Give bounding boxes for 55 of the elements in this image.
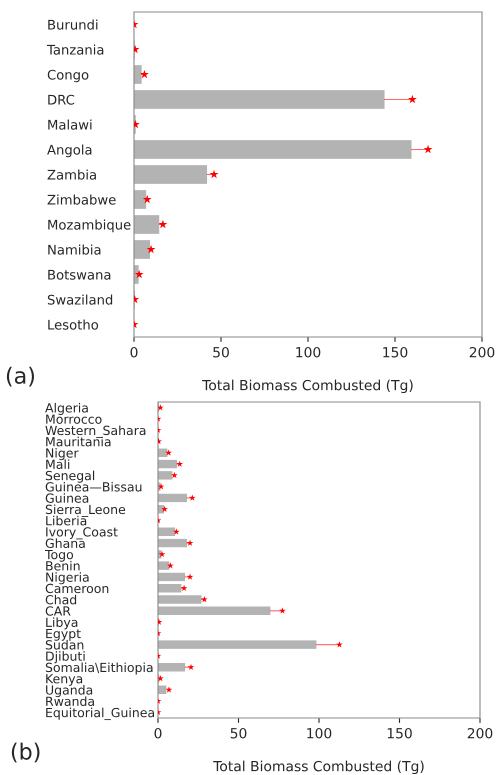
y-tick-label: Western_Sahara	[45, 425, 146, 438]
x-tick-label: 100	[307, 728, 332, 738]
y-tick-label: Guinea	[46, 493, 88, 503]
y-tick-label: Togo	[44, 550, 74, 562]
y-tick-label: Egypt	[46, 628, 81, 641]
y-tick-label: Angola	[47, 144, 92, 158]
y-tick-label: Sierra_Leone	[46, 504, 126, 517]
y-tick-label: Malawi	[48, 119, 92, 130]
y-tick-label: Liberia	[46, 516, 86, 526]
x-tick-label: 200	[470, 346, 494, 358]
y-tick-label: Morrocco	[46, 414, 102, 424]
x-tick-label: 200	[468, 728, 492, 738]
x-tick-label: 50	[213, 346, 229, 358]
y-tick-label: Senegal	[46, 470, 94, 483]
y-tick-label: Benin	[46, 560, 80, 571]
y-tick-label: Sudan	[46, 640, 84, 650]
x-tick-label: 150	[383, 346, 408, 358]
y-tick-label: DRC	[48, 94, 74, 105]
y-tick-label: Kenya	[46, 674, 82, 686]
y-tick-label: Swaziland	[48, 294, 112, 305]
y-tick-label: Mali	[46, 459, 70, 469]
y-tick-label: Tanzania	[46, 44, 104, 55]
x-tick-label: 100	[296, 346, 320, 358]
y-tick-label: Cameroon	[46, 584, 108, 594]
x-axis-title: Total Biomass Combusted (Tg)	[213, 760, 424, 774]
y-tick-label: Equitorial_Guinea	[46, 708, 154, 720]
y-tick-label: Guinea—Bissau	[46, 482, 142, 492]
y-tick-label: Somalia\Eithiopia	[46, 662, 152, 675]
y-tick-label: Algeria	[45, 402, 88, 415]
y-tick-label: Mauritania	[46, 436, 110, 446]
x-tick-label: 150	[388, 728, 412, 738]
x-axis-title: Total Biomass Combusted (Tg)	[202, 380, 413, 394]
y-tick-label: Mozambique	[48, 219, 131, 232]
x-tick-label: 50	[230, 728, 246, 738]
y-tick-label: Rwanda	[46, 696, 94, 706]
y-tick-label: Namibia	[48, 244, 100, 255]
text: (b)	[12, 742, 40, 762]
text: (a)	[6, 366, 34, 387]
y-tick-label: Chad	[46, 594, 76, 604]
y-tick-label: Ghana	[46, 538, 85, 548]
y-tick-label: Zimbabwe	[48, 194, 116, 205]
y-tick-label: Nigeria	[46, 572, 89, 584]
y-tick-label: Ivory_Coast	[46, 527, 118, 540]
y-tick-label: Uganda	[46, 685, 92, 698]
y-tick-label: Djibuti	[46, 651, 85, 664]
y-tick-label: Botswana	[48, 270, 110, 280]
y-tick-label: Libya	[46, 617, 78, 630]
y-tick-label: CAR	[46, 606, 71, 616]
y-tick-label: Congo	[48, 70, 88, 82]
y-tick-label: Niger	[46, 448, 79, 460]
x-tick-label: 0	[154, 728, 162, 738]
y-tick-label: Burundi	[48, 19, 98, 30]
x-tick-label: 0	[130, 346, 138, 358]
y-tick-label: Zambia	[48, 169, 96, 180]
y-tick-label: Lesotho	[48, 319, 98, 330]
